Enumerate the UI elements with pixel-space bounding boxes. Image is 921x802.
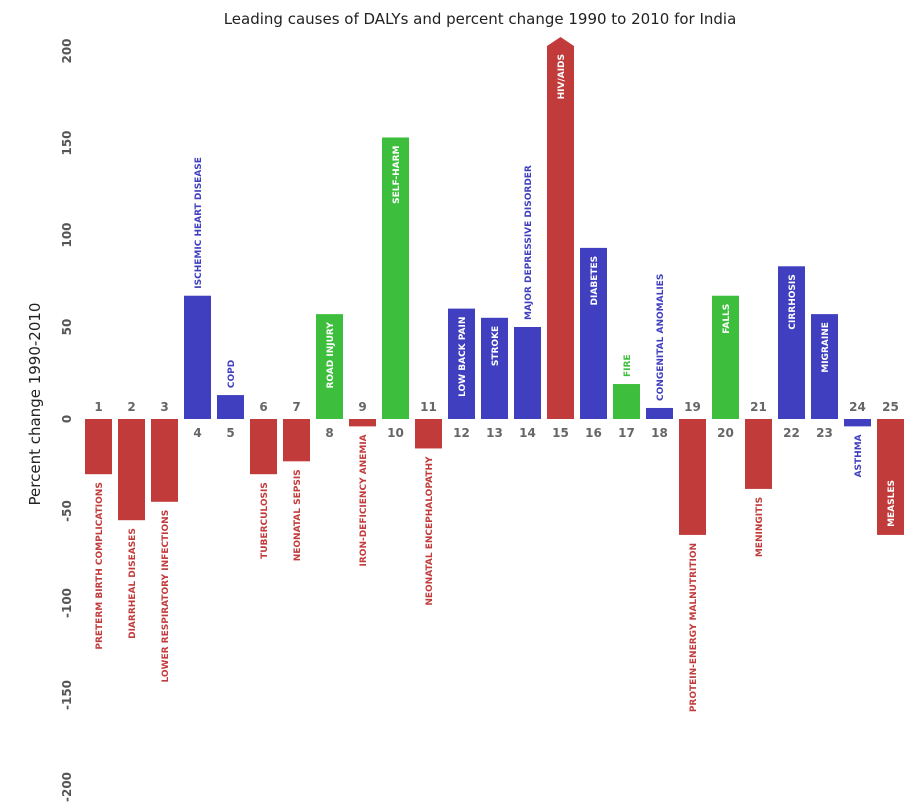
rank-label: 4 [193, 426, 201, 440]
rank-label: 1 [94, 400, 102, 414]
rank-label: 11 [420, 400, 437, 414]
rank-label: 3 [160, 400, 168, 414]
rank-label: 18 [651, 426, 668, 440]
rank-label: 13 [486, 426, 503, 440]
rank-label: 7 [292, 400, 300, 414]
bar [349, 419, 376, 427]
cause-label: NEONATAL ENCEPHALOPATHY [425, 456, 435, 606]
cause-label: ISCHEMIC HEART DISEASE [194, 157, 204, 289]
bar [580, 247, 607, 419]
cause-label: CIRRHOSIS [788, 274, 798, 329]
bar [382, 137, 409, 420]
rank-label: 6 [259, 400, 267, 414]
cause-label: FALLS [722, 304, 732, 334]
cause-label: SELF-HARM [392, 145, 402, 203]
rank-label: 5 [226, 426, 234, 440]
cause-label: LOWER RESPIRATORY INFECTIONS [161, 510, 171, 683]
y-tick-label: 50 [60, 319, 74, 336]
bar [712, 295, 739, 419]
bar [547, 37, 574, 419]
y-tick-label: -50 [60, 500, 74, 522]
rank-label: 15 [552, 426, 569, 440]
bar [514, 327, 541, 419]
bar [877, 419, 904, 535]
bar [844, 419, 871, 427]
bar [316, 314, 343, 419]
cause-label: IRON-DEFICIENCY ANEMIA [359, 434, 369, 566]
y-tick-label: -100 [60, 588, 74, 618]
bars-group [85, 37, 904, 535]
rank-label: 21 [750, 400, 767, 414]
cause-label: STROKE [491, 326, 501, 366]
rank-label: 20 [717, 426, 734, 440]
cause-labels-group: PRETERM BIRTH COMPLICATIONS DIARRHEAL DIS… [95, 54, 897, 712]
cause-label: CONGENITAL ANOMALIES [656, 274, 666, 401]
y-axis-ticks: 200 150 100 50 0 -50 -100 -150 -200 [60, 38, 74, 802]
cause-label: TUBERCULOSIS [260, 482, 270, 559]
rank-label: 12 [453, 426, 470, 440]
cause-label: NEONATAL SEPSIS [293, 469, 303, 561]
cause-label: ROAD INJURY [326, 322, 336, 389]
cause-label: MAJOR DEPRESSIVE DISORDER [524, 165, 534, 320]
rank-label: 14 [519, 426, 536, 440]
rank-label: 24 [849, 400, 866, 414]
y-tick-label: 150 [60, 130, 74, 155]
bar [613, 384, 640, 419]
y-tick-label: 200 [60, 38, 74, 63]
y-tick-label: -150 [60, 680, 74, 710]
bar [217, 395, 244, 419]
bar [646, 407, 673, 419]
bar [778, 266, 805, 419]
rank-label: 25 [882, 400, 899, 414]
bar [85, 419, 112, 475]
cause-label: PROTEIN-ENERGY MALNUTRITION [689, 543, 699, 712]
cause-label: ASTHMA [854, 434, 864, 477]
cause-label: MIGRAINE [821, 322, 831, 373]
cause-label: PRETERM BIRTH COMPLICATIONS [95, 482, 105, 649]
y-tick-label: -200 [60, 772, 74, 802]
bar [448, 308, 475, 419]
rank-label: 2 [127, 400, 135, 414]
bar [250, 419, 277, 475]
rank-label: 23 [816, 426, 833, 440]
y-tick-label: 100 [60, 222, 74, 247]
rank-label: 9 [358, 400, 366, 414]
bar [283, 419, 310, 462]
cause-label: FIRE [623, 354, 633, 377]
y-axis-label: Percent change 1990-2010 [26, 303, 44, 506]
bar [151, 419, 178, 502]
bar [184, 295, 211, 419]
cause-label: MEASLES [887, 480, 897, 527]
rank-label: 10 [387, 426, 404, 440]
bar [745, 419, 772, 489]
bar [415, 419, 442, 449]
cause-label: LOW BACK PAIN [458, 317, 468, 397]
bar [811, 314, 838, 419]
rank-label: 17 [618, 426, 635, 440]
bar [118, 419, 145, 521]
cause-label: COPD [227, 360, 237, 388]
cause-label: DIARRHEAL DISEASES [128, 528, 138, 639]
bar [679, 419, 706, 535]
bar [481, 317, 508, 419]
rank-label: 22 [783, 426, 800, 440]
rank-label: 16 [585, 426, 602, 440]
rank-label: 8 [325, 426, 333, 440]
cause-label: DIABETES [590, 256, 600, 306]
rank-label: 19 [684, 400, 701, 414]
cause-label: HIV/AIDS [557, 54, 567, 99]
y-tick-label: 0 [60, 415, 74, 423]
cause-label: MENINGITIS [755, 497, 765, 557]
chart-title: Leading causes of DALYs and percent chan… [224, 10, 737, 28]
